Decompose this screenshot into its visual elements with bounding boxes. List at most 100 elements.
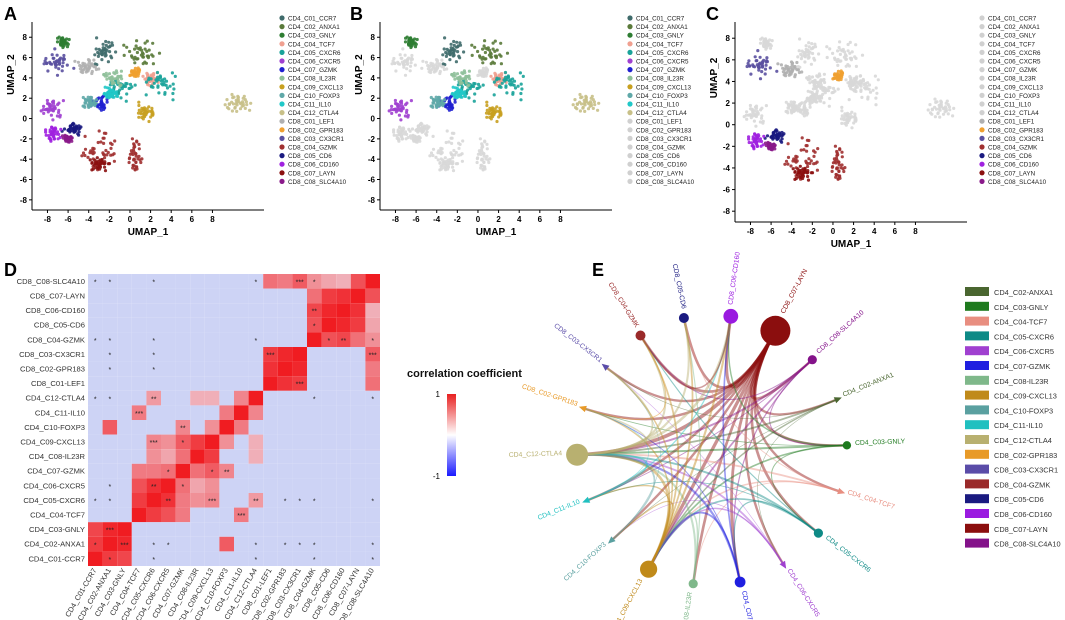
- heatmap-cell: [88, 449, 103, 464]
- chord-node: [635, 330, 646, 341]
- umap-point: [770, 39, 774, 43]
- heatmap-cell: [234, 551, 249, 566]
- umap-point: [92, 58, 96, 62]
- umap-point: [579, 96, 583, 100]
- legend-entry: CD8_C04_GZMK: [988, 145, 1038, 152]
- umap-point: [488, 51, 493, 55]
- heatmap-cell: [336, 478, 351, 493]
- heatmap-cell: [292, 332, 307, 347]
- chord-link: [647, 480, 841, 570]
- umap-point: [50, 53, 54, 57]
- umap-point: [765, 56, 769, 60]
- umap-point: [755, 109, 759, 114]
- umap-point: [849, 58, 854, 62]
- umap-point: [858, 83, 862, 87]
- heatmap-cell: [102, 288, 118, 304]
- umap-point: [939, 100, 944, 104]
- umap-point: [794, 176, 798, 181]
- umap-point: [118, 84, 122, 88]
- heatmap-cell: [161, 478, 176, 493]
- umap-point: [833, 144, 838, 148]
- heatmap-cell: [321, 434, 337, 450]
- significance-mark: *: [109, 557, 112, 564]
- chord-link: [583, 330, 777, 421]
- heatmap-cell: [263, 317, 278, 333]
- umap-point: [748, 107, 753, 111]
- chord-link: [647, 398, 838, 570]
- umap-point: [164, 83, 168, 87]
- umap-point: [796, 55, 800, 59]
- chord-link: [733, 500, 819, 583]
- umap-point: [850, 110, 854, 114]
- significance-mark: *: [371, 338, 374, 345]
- umap-point: [754, 124, 758, 128]
- umap-point: [98, 167, 102, 171]
- heatmap-cell: [117, 376, 132, 391]
- umap-point: [406, 135, 410, 140]
- heatmap-cell: [88, 536, 103, 552]
- umap-point: [451, 165, 455, 169]
- umap-point: [110, 142, 114, 146]
- umap-point: [480, 146, 484, 150]
- legend-swatch: [979, 170, 985, 176]
- heatmap-cell: [131, 390, 147, 406]
- umap-point: [119, 96, 123, 100]
- heatmap-cell: [175, 536, 191, 552]
- umap-point: [491, 47, 495, 51]
- x-tick-label: -6: [768, 227, 776, 236]
- umap-point: [586, 107, 591, 111]
- heatmap-cell: [321, 347, 337, 362]
- umap-point: [405, 35, 409, 39]
- legend-entry: CD4_C04_TCF7: [988, 41, 1035, 48]
- legend-swatch: [627, 15, 633, 21]
- umap-point: [486, 46, 490, 50]
- umap-point: [44, 128, 48, 132]
- umap-point: [405, 101, 409, 105]
- heatmap-cell: [219, 536, 234, 552]
- umap-point: [583, 109, 587, 113]
- umap-point: [429, 70, 433, 75]
- heatmap-cell: [88, 361, 103, 377]
- umap-point: [589, 100, 593, 104]
- heatmap-cell: [277, 507, 293, 523]
- y-tick-label: 8: [371, 33, 376, 42]
- umap-point: [470, 43, 474, 47]
- umap-point: [472, 99, 476, 103]
- umap-point: [942, 107, 946, 111]
- umap-point: [793, 170, 797, 174]
- heatmap-cell: [146, 536, 161, 552]
- umap-point: [429, 61, 433, 65]
- umap-point: [850, 126, 854, 130]
- chord-link: [577, 453, 742, 583]
- heatmap-cell: [234, 449, 249, 464]
- significance-mark: *: [152, 280, 155, 287]
- umap-point: [948, 108, 952, 112]
- chord-link: [647, 317, 694, 570]
- heatmap-cell: [190, 463, 205, 479]
- umap-point: [807, 98, 812, 103]
- significance-mark: ***: [120, 542, 128, 549]
- umap-point: [452, 148, 456, 153]
- umap-point: [745, 64, 749, 69]
- umap-point: [863, 86, 867, 90]
- umap-point: [757, 68, 761, 72]
- chord-link: [611, 500, 674, 570]
- umap-point: [834, 175, 838, 179]
- umap-point: [481, 61, 485, 65]
- umap-point: [748, 103, 753, 108]
- heatmap-cell: [190, 390, 205, 406]
- heatmap-cell: [292, 434, 307, 450]
- panel-label-e: E: [592, 260, 604, 280]
- umap-point: [584, 95, 589, 99]
- umap-point: [494, 73, 498, 78]
- umap-point: [814, 85, 819, 89]
- umap-point: [757, 134, 761, 138]
- significance-mark: *: [94, 499, 97, 506]
- heatmap-cell: [117, 449, 132, 464]
- umap-point: [93, 158, 97, 162]
- heatmap-cell: [204, 463, 220, 479]
- chord-link: [744, 330, 785, 566]
- x-tick-label: -4: [788, 227, 796, 236]
- heatmap-cell: [88, 420, 103, 435]
- chord-link: [750, 330, 820, 535]
